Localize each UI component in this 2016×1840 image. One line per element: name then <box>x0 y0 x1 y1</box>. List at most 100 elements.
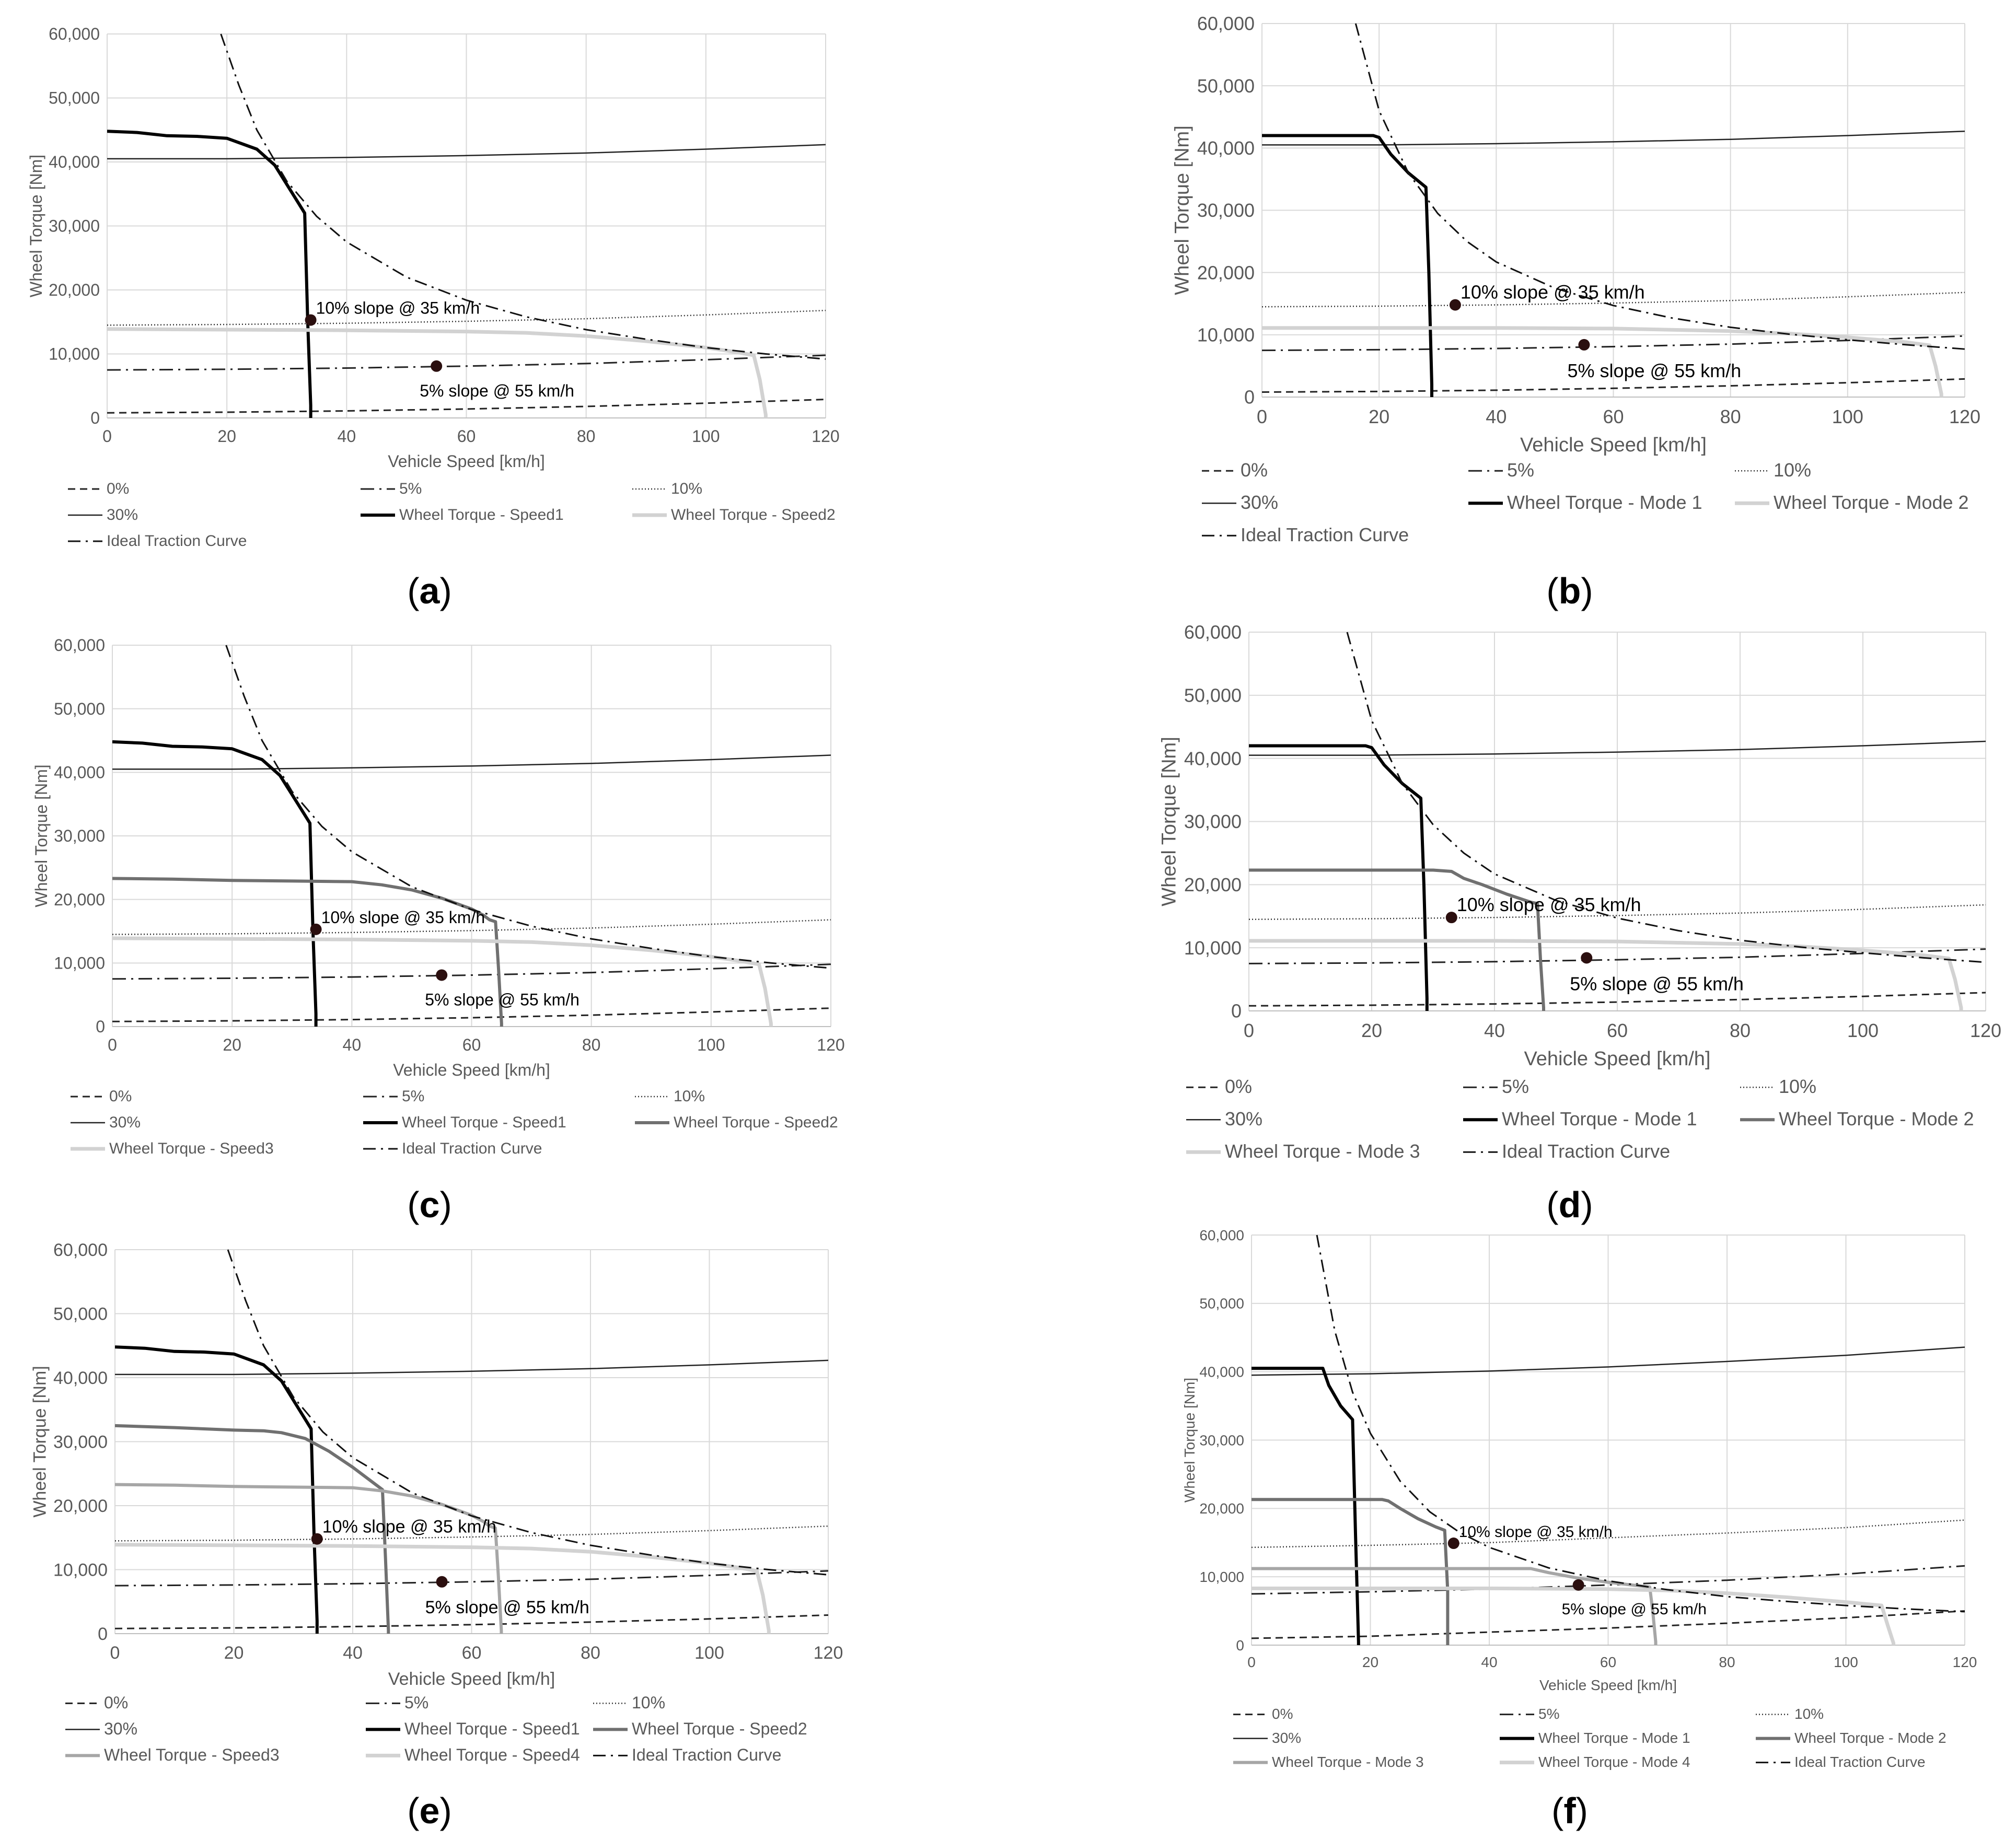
series-line-wheel-torque-mode-2 <box>1262 326 1943 397</box>
legend-label: Wheel Torque - Mode 1 <box>1502 1108 1697 1129</box>
legend-label: 0% <box>1225 1076 1252 1097</box>
y-axis-title: Wheel Torque [Nm] <box>32 764 51 907</box>
y-tick-label: 50,000 <box>1184 684 1242 706</box>
series-line-5 <box>1252 1565 1965 1595</box>
operating-point-label: 5% slope @ 55 km/h <box>1562 1601 1707 1618</box>
panel-label: (f) <box>1551 1790 1588 1831</box>
x-tick-label: 40 <box>1486 406 1507 427</box>
legend-label: 5% <box>1538 1706 1559 1722</box>
y-tick-label: 60,000 <box>49 25 100 43</box>
legend-label: Wheel Torque - Mode 4 <box>1538 1754 1690 1770</box>
operating-point-marker <box>311 1533 323 1545</box>
y-axis-title: Wheel Torque [Nm] <box>1181 1378 1198 1503</box>
series-line-10 <box>1249 904 1986 921</box>
operating-point-marker <box>1578 339 1590 351</box>
legend-label: Ideal Traction Curve <box>1502 1140 1670 1162</box>
panel-paren: ( <box>407 1790 419 1831</box>
series-line-ideal-traction-curve <box>1354 23 1965 350</box>
series-line-wheel-torque-speed2 <box>107 327 768 418</box>
y-tick-label: 50,000 <box>49 89 100 108</box>
panel-letter: c <box>420 1184 440 1225</box>
series-line-5 <box>107 354 826 371</box>
operating-point-label: 10% slope @ 35 km/h <box>1459 1523 1613 1541</box>
legend-label: 5% <box>1507 459 1534 481</box>
x-tick-label: 20 <box>223 1035 241 1054</box>
series-line-ideal-traction-curve <box>1316 1235 1965 1613</box>
series-line-0 <box>1249 992 1986 1007</box>
legend-label: Wheel Torque - Mode 3 <box>1225 1140 1420 1162</box>
legend-label: Wheel Torque - Speed1 <box>402 1114 566 1131</box>
x-axis-title: Vehicle Speed [km/h] <box>1539 1677 1677 1693</box>
series-line-ideal-traction-curve <box>225 645 831 969</box>
panel-letter: d <box>1559 1184 1581 1225</box>
series-line-10 <box>107 309 826 326</box>
series-line-30 <box>1249 740 1986 756</box>
operating-point-label: 5% slope @ 55 km/h <box>420 381 574 400</box>
y-tick-label: 10,000 <box>53 1560 108 1580</box>
legend-label: 0% <box>1272 1706 1293 1722</box>
panel-label: (a) <box>407 570 452 611</box>
x-tick-label: 80 <box>1720 406 1741 427</box>
y-tick-label: 30,000 <box>1184 811 1242 832</box>
y-tick-label: 40,000 <box>1197 137 1255 159</box>
y-tick-label: 0 <box>1236 1637 1244 1653</box>
x-tick-label: 120 <box>814 1643 843 1663</box>
y-tick-label: 20,000 <box>54 890 105 909</box>
operating-point-marker <box>1449 299 1461 311</box>
x-tick-label: 0 <box>1257 406 1267 427</box>
operating-point-label: 5% slope @ 55 km/h <box>425 1598 589 1617</box>
legend-label: Ideal Traction Curve <box>1241 524 1409 545</box>
legend-label: Wheel Torque - Speed2 <box>674 1114 838 1131</box>
x-tick-label: 40 <box>338 427 356 446</box>
operating-point-marker <box>1572 1579 1584 1591</box>
panel-letter: b <box>1559 570 1581 611</box>
x-tick-label: 60 <box>1607 1020 1628 1041</box>
legend-label: Ideal Traction Curve <box>1794 1754 1926 1770</box>
x-axis-title: Vehicle Speed [km/h] <box>1520 434 1707 456</box>
series-line-5 <box>112 963 831 980</box>
y-tick-label: 20,000 <box>1199 1500 1244 1517</box>
x-tick-label: 120 <box>1970 1020 2001 1041</box>
operating-point-marker <box>1447 1538 1459 1550</box>
x-tick-label: 40 <box>343 1643 363 1663</box>
x-tick-label: 80 <box>582 1035 601 1054</box>
panel-paren: ( <box>407 570 419 611</box>
series-line-wheel-torque-mode-1 <box>1252 1367 1360 1645</box>
x-tick-label: 100 <box>694 1643 724 1663</box>
operating-point-label: 10% slope @ 35 km/h <box>1457 894 1641 915</box>
y-tick-label: 60,000 <box>54 636 105 655</box>
y-axis-title: Wheel Torque [Nm] <box>27 155 45 297</box>
operating-point-label: 5% slope @ 55 km/h <box>425 990 580 1009</box>
x-tick-label: 60 <box>462 1643 482 1663</box>
chart-panel-c: 0 20 40 60 80 100 120 0 10,000 20,000 30,000 40,000… <box>32 636 844 1225</box>
legend-label: 10% <box>1774 459 1811 481</box>
y-axis-title: Wheel Torque [Nm] <box>30 1366 50 1517</box>
y-tick-label: 0 <box>1231 1000 1242 1022</box>
operating-point-label: 10% slope @ 35 km/h <box>322 1517 496 1537</box>
y-axis-title: Wheel Torque [Nm] <box>1158 737 1180 906</box>
legend-label: 30% <box>109 1114 141 1131</box>
y-tick-label: 40,000 <box>1199 1364 1244 1380</box>
legend-label: 0% <box>107 480 129 497</box>
series-line-ideal-traction-curve <box>227 1249 828 1576</box>
legend-label: Wheel Torque - Speed3 <box>109 1140 274 1157</box>
series-line-wheel-torque-mode-3 <box>1249 939 1963 1011</box>
legend-label: Wheel Torque - Mode 2 <box>1794 1730 1947 1746</box>
legend-label: 0% <box>104 1693 128 1712</box>
legend-label: Wheel Torque - Mode 1 <box>1507 492 1702 513</box>
x-axis-title: Vehicle Speed [km/h] <box>388 1669 555 1689</box>
legend-label: Wheel Torque - Speed2 <box>632 1719 807 1738</box>
y-tick-label: 30,000 <box>1199 1432 1244 1448</box>
x-tick-label: 0 <box>102 427 112 446</box>
legend-label: 10% <box>674 1088 705 1105</box>
legend-label: 5% <box>404 1693 428 1712</box>
x-tick-label: 100 <box>697 1035 725 1054</box>
x-tick-label: 100 <box>1832 406 1863 427</box>
y-tick-label: 40,000 <box>53 1368 108 1388</box>
x-tick-label: 20 <box>1369 406 1389 427</box>
series-line-wheel-torque-speed2 <box>112 877 503 1027</box>
y-tick-label: 40,000 <box>54 763 105 782</box>
series-line-wheel-torque-speed1 <box>107 130 312 418</box>
series-line-wheel-torque-speed3 <box>115 1483 503 1634</box>
chart-panel-b: 0 20 40 60 80 100 120 0 10,000 20,000 30,000 40,000… <box>1172 13 1980 611</box>
